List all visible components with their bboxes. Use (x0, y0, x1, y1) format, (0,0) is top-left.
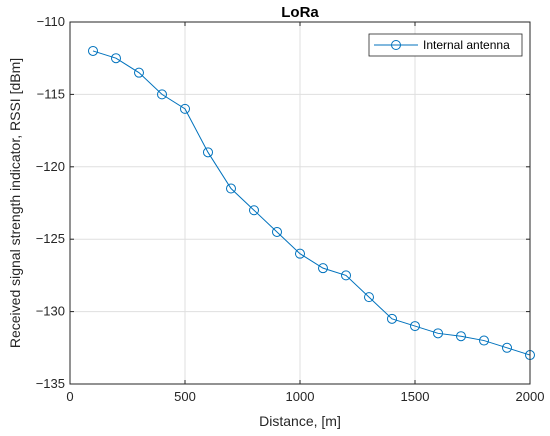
data-point (479, 335, 489, 346)
y-tick-label: −110 (37, 14, 65, 29)
legend-box (368, 33, 523, 57)
x-tick-label: 1000 (286, 389, 315, 404)
data-point (433, 328, 443, 339)
data-point (364, 292, 374, 303)
data-point (410, 321, 420, 332)
data-point (157, 89, 167, 100)
x-axis-label: Distance, [m] (259, 413, 341, 429)
data-point (295, 248, 305, 259)
legend-label-internal-antenna: Internal antenna (423, 38, 510, 52)
y-tick-label: −115 (37, 86, 65, 101)
data-point (341, 270, 351, 281)
x-tick-label: 500 (174, 389, 196, 404)
data-point (180, 103, 190, 114)
data-point (226, 183, 236, 194)
y-axis-label: Received signal strength indicator, RSSI… (7, 58, 23, 348)
series-group (88, 45, 535, 361)
data-point (249, 205, 259, 216)
data-point (318, 263, 328, 274)
y-tick-label: −130 (36, 304, 65, 319)
legend-marker-swatch (391, 40, 401, 50)
x-tick-labels: 0 500 1000 1500 2000 (66, 389, 544, 404)
y-tick-label: −135 (36, 376, 65, 391)
axis-ticks (69, 21, 531, 385)
data-point (111, 53, 121, 64)
y-tick-label: −120 (36, 159, 65, 174)
data-point (387, 313, 397, 324)
data-point (272, 226, 282, 237)
x-tick-label: 1500 (401, 389, 430, 404)
y-tick-labels: −135 −130 −125 −120 −115 −110 (36, 14, 65, 391)
data-point (134, 67, 144, 78)
data-point (502, 342, 512, 353)
y-tick-label: −125 (36, 231, 65, 246)
x-tick-label: 2000 (516, 389, 545, 404)
chart-title: LoRa (281, 4, 319, 21)
legend: Internal antenna (368, 33, 523, 57)
x-tick-label: 0 (66, 389, 73, 404)
data-point (203, 147, 213, 158)
data-point (88, 45, 98, 56)
data-point (456, 331, 466, 342)
